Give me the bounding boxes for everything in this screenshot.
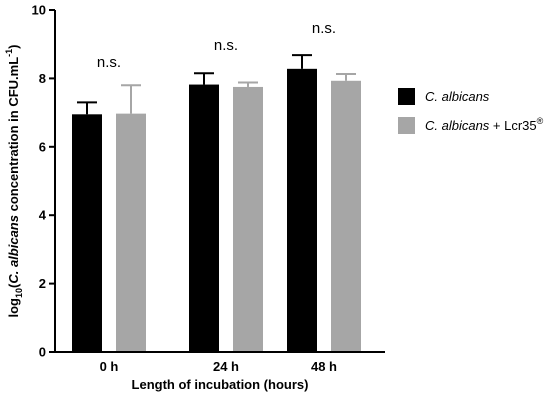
y-tick-label-10: 10 bbox=[32, 3, 46, 18]
annotations-layer: n.s. n.s. n.s. bbox=[97, 20, 336, 71]
legend-label-c-albicans-italic: C. albicans bbox=[425, 89, 490, 104]
y-tick-label-8: 8 bbox=[39, 71, 46, 86]
y-axis-title-rest: concentration in CFU.mL bbox=[6, 57, 21, 215]
y-tick-label-0: 0 bbox=[39, 345, 46, 360]
y-axis-title-italic: C. albicans bbox=[6, 215, 21, 284]
x-axis-title: Length of incubation (hours) bbox=[132, 377, 309, 392]
bar-series0-48-h bbox=[287, 68, 317, 352]
annotation-24-h: n.s. bbox=[214, 37, 238, 54]
legend-label-lcr35-sup: ® bbox=[537, 116, 544, 126]
legend-label-c-albicans: C. albicans bbox=[425, 89, 490, 104]
bar-series1-48-h bbox=[331, 80, 361, 352]
x-tick-label-48-h: 48 h bbox=[311, 359, 337, 374]
x-ticks-layer: 0 h 24 h 48 h bbox=[100, 359, 337, 374]
annotation-0-h: n.s. bbox=[97, 54, 121, 71]
y-axis-title-prefix: log bbox=[6, 298, 21, 318]
bar-series1-24-h bbox=[233, 86, 263, 352]
bar-series0-0-h bbox=[72, 114, 102, 352]
bar-series1-0-h bbox=[116, 113, 146, 352]
x-tick-label-0-h: 0 h bbox=[100, 359, 119, 374]
legend: C. albicans C. albicans + Lcr35® bbox=[398, 88, 544, 134]
legend-label-lcr35-italic: C. albicans bbox=[425, 118, 490, 133]
y-tick-label-6: 6 bbox=[39, 139, 46, 154]
y-tick-label-4: 4 bbox=[39, 208, 47, 223]
legend-label-c-albicans-lcr35: C. albicans + Lcr35® bbox=[425, 116, 544, 133]
y-axis-title: log10(C. albicans concentration in CFU.m… bbox=[4, 44, 24, 317]
y-ticks-layer: 0 2 4 6 8 10 bbox=[32, 3, 55, 360]
y-tick-label-2: 2 bbox=[39, 276, 46, 291]
y-axis-title-sup: -1 bbox=[4, 49, 14, 57]
bars-layer bbox=[72, 68, 361, 352]
y-axis-title-open: ( bbox=[6, 283, 21, 288]
error-bars-layer bbox=[77, 54, 356, 115]
legend-swatch-c-albicans-lcr35 bbox=[398, 117, 415, 134]
x-tick-label-24-h: 24 h bbox=[213, 359, 239, 374]
bar-series0-24-h bbox=[189, 84, 219, 352]
legend-label-lcr35-suffix: + Lcr35 bbox=[489, 118, 536, 133]
legend-swatch-c-albicans bbox=[398, 88, 415, 105]
y-axis-title-sub: 10 bbox=[14, 288, 24, 298]
y-axis-title-close: ) bbox=[6, 44, 21, 48]
annotation-48-h: n.s. bbox=[312, 20, 336, 37]
